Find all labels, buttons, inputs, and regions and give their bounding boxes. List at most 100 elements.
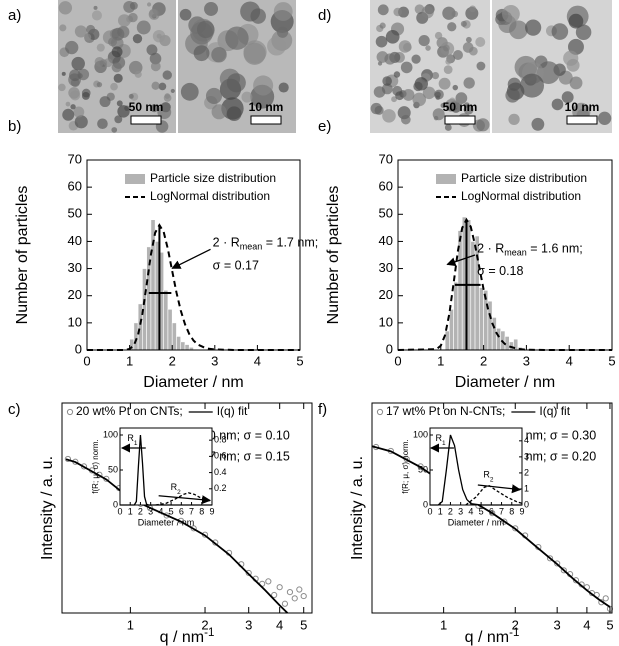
tem-particle: [400, 61, 413, 74]
tem-particle: [196, 20, 215, 39]
tem-particle: [421, 5, 434, 19]
x-axis-label: Diameter / nm: [143, 374, 243, 391]
tem-particle: [134, 70, 142, 78]
tem-particle: [225, 26, 249, 50]
data-point: [276, 584, 283, 591]
histogram-bar: [470, 241, 476, 351]
tem-particle: [468, 46, 478, 56]
y-tick-label: 30: [379, 260, 393, 275]
panel-label: b): [8, 118, 21, 135]
tem-particle: [475, 37, 486, 47]
tem-particle: [253, 75, 274, 96]
x-tick-label: 4: [566, 353, 573, 368]
tem-particle: [469, 5, 476, 13]
tem-particle: [61, 71, 66, 76]
tem-particle: [151, 81, 160, 90]
tem-particle: [450, 100, 459, 110]
x-tick-label: 2: [169, 353, 176, 368]
y-tick-label: 100: [103, 429, 118, 439]
x-axis-label: Diameter / nm: [138, 517, 195, 527]
x-tick-label: 3: [554, 617, 561, 632]
annotation: σ = 0.18: [477, 264, 523, 278]
plot-frame: [61, 402, 313, 614]
tem-particle: [575, 24, 592, 40]
distribution-curve: [155, 492, 213, 506]
data-point: [546, 555, 554, 562]
annotation-part: 2 · R: [477, 242, 504, 256]
data-point: [300, 592, 307, 600]
tem-particle: [93, 5, 98, 10]
tem-particle: [413, 81, 423, 92]
legend-label: 17 wt% Pt on N-CNTs;: [386, 404, 505, 418]
tem-particle: [211, 47, 227, 63]
histogram-bar: [180, 341, 186, 351]
tem-particle: [148, 8, 160, 20]
tem-particle: [59, 24, 67, 32]
tem-particle: [73, 106, 85, 118]
tem-particle: [434, 89, 444, 100]
annotation-part: = 1.6 nm;: [527, 242, 583, 256]
plot-background: [120, 428, 212, 505]
x-tick-label: 4: [158, 506, 163, 516]
plot-frame: [429, 427, 523, 506]
annotation-part: = 1.7 nm;: [262, 236, 318, 250]
annotation-part: σ = 0.18: [477, 264, 523, 278]
x-tick-label: 8: [509, 506, 514, 516]
tem-particle: [243, 40, 267, 64]
x-tick-label: 3: [148, 506, 153, 516]
distribution-curve: [430, 434, 522, 506]
tem-particle: [375, 35, 388, 48]
tem-particle: [116, 100, 123, 107]
x-axis-label-part: -1: [509, 627, 519, 639]
legend-swatch: [376, 408, 384, 416]
annotation: σ = 0.17: [213, 259, 259, 273]
scale-bar: [566, 115, 598, 125]
scale-bar-label: 10 nm: [249, 100, 284, 114]
x-tick-label: 3: [245, 617, 252, 632]
x-tick-label: 5: [300, 617, 307, 632]
scale-bar: [130, 115, 162, 125]
tem-particle: [393, 7, 402, 17]
annotation-arrow: [158, 495, 212, 505]
x-tick-label: 3: [523, 353, 530, 368]
legend-swatch: [125, 174, 145, 184]
x-axis-label-part: q / nm: [160, 629, 204, 646]
tem-particle: [501, 4, 520, 23]
tem-particle: [442, 6, 456, 20]
data-point: [286, 589, 294, 596]
data-point: [512, 525, 519, 532]
histogram-bar: [479, 287, 484, 351]
tem-particle: [463, 77, 475, 89]
y-axis-label: Number of particles: [325, 186, 342, 325]
x-tick-label: 2: [480, 353, 487, 368]
tem-particle: [422, 86, 436, 100]
lognormal-curve: [87, 223, 300, 351]
x-tick-label: 1: [437, 353, 444, 368]
tem-particle: [211, 104, 227, 120]
tem-particle: [563, 50, 579, 66]
y-tick-label: 0: [113, 499, 118, 509]
data-point: [245, 569, 252, 577]
y-axis-label: Number of particles: [14, 186, 31, 325]
y-tick-label: 60: [379, 179, 393, 194]
x-tick-label: 6: [489, 506, 494, 516]
tem-particle: [74, 115, 88, 129]
annotation-part: 2 · R: [213, 236, 240, 250]
annotation-part: 2: [177, 489, 181, 496]
y-tick-label: 100: [413, 429, 428, 439]
histogram-bar: [167, 308, 173, 351]
tem-particle: [267, 36, 287, 56]
tem-particle: [460, 20, 467, 27]
annotation-arrow: [477, 484, 522, 494]
data-point: [602, 595, 609, 602]
histogram-bar: [163, 289, 169, 351]
legend-swatch: [436, 174, 456, 184]
histogram-bar: [504, 336, 510, 351]
tem-particle: [114, 115, 123, 124]
annotation: R1: [127, 433, 138, 446]
plot-frame: [119, 427, 213, 506]
panel-label: d): [318, 7, 331, 24]
y-axis-label: f(R; μ, σ) norm.: [91, 439, 100, 493]
tem-particle: [96, 81, 103, 88]
legend-label: LogNormal distribution: [150, 189, 270, 203]
